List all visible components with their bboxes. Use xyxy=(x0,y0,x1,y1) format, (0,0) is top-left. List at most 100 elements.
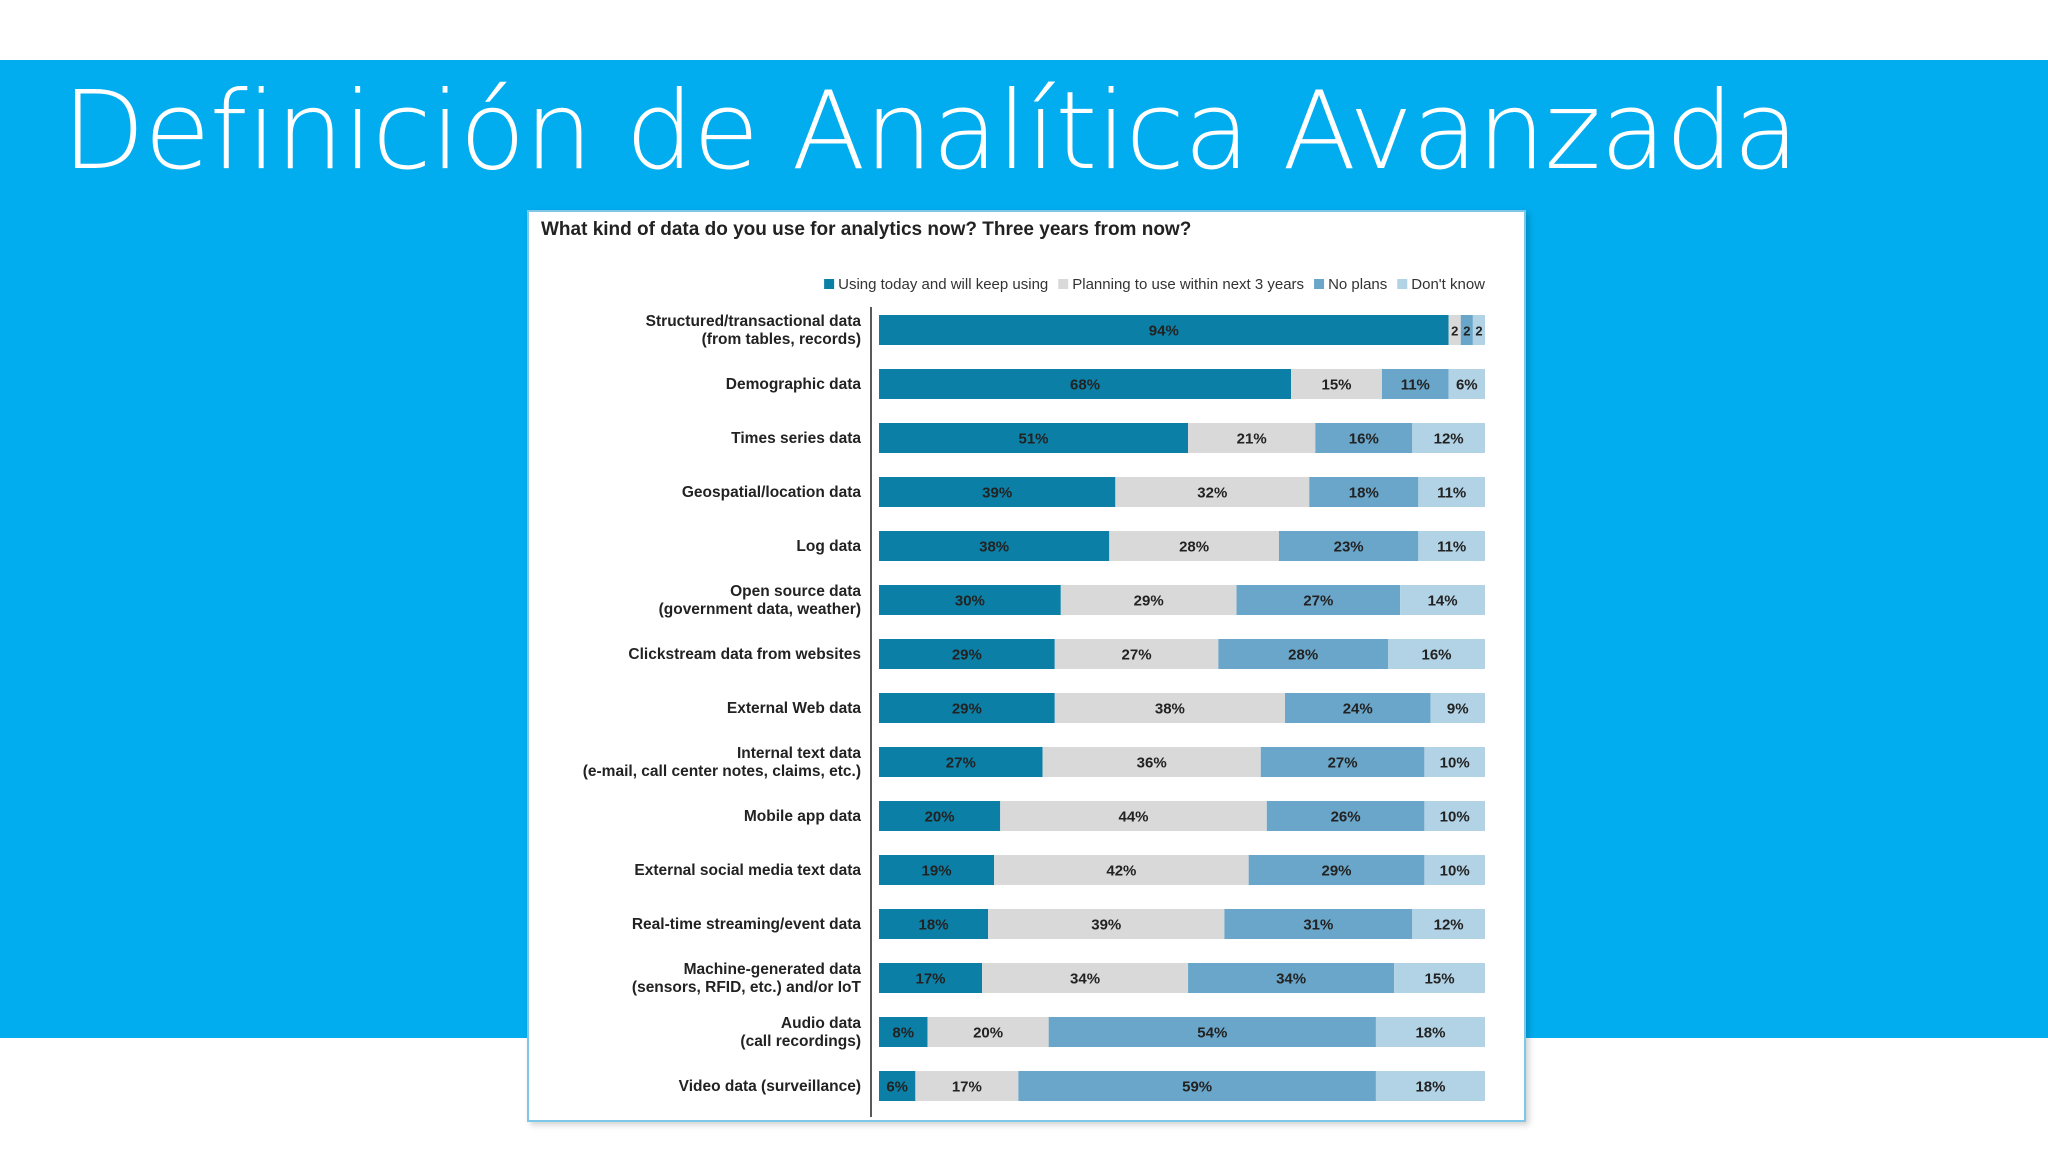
data-label: 54% xyxy=(1197,1025,1227,1042)
data-label: 44% xyxy=(1119,809,1149,826)
bar-segment-no-plans xyxy=(1266,801,1425,831)
data-label: 68% xyxy=(1070,377,1100,394)
data-label: 38% xyxy=(1155,701,1185,718)
data-label: 11% xyxy=(1437,539,1466,556)
bar-segment-using-today-and-will-keep-using xyxy=(879,747,1043,777)
bar-segment-don-t-know xyxy=(1418,531,1485,561)
data-label: 9% xyxy=(1447,701,1469,718)
stacked-bar-chart: What kind of data do you use for analyti… xyxy=(541,219,1485,1117)
bar-segment-no-plans xyxy=(1224,909,1413,939)
category-label: Video data (surveillance) xyxy=(679,1078,861,1095)
bar-segment-don-t-know xyxy=(1448,369,1485,399)
chart-figure: What kind of data do you use for analyti… xyxy=(527,210,1526,1122)
data-label: 2 xyxy=(1451,324,1458,339)
bar-segment-no-plans xyxy=(1248,855,1425,885)
bar-segment-planning-to-use-within-next-3-years xyxy=(994,855,1249,885)
category-label: External Web data xyxy=(727,700,861,717)
data-label: 6% xyxy=(1456,377,1478,394)
bar-segment-using-today-and-will-keep-using xyxy=(879,315,1449,345)
data-label: 14% xyxy=(1428,593,1458,610)
data-label: 42% xyxy=(1106,863,1136,880)
bar-segment-planning-to-use-within-next-3-years xyxy=(915,1071,1019,1101)
bar-segment-no-plans xyxy=(1315,423,1413,453)
data-label: 10% xyxy=(1440,863,1470,880)
data-label: 32% xyxy=(1197,485,1227,502)
bar-segment-using-today-and-will-keep-using xyxy=(879,693,1055,723)
bar-segment-using-today-and-will-keep-using xyxy=(879,909,989,939)
category-label: Geospatial/location data xyxy=(682,484,862,501)
bar-segment-planning-to-use-within-next-3-years xyxy=(1042,747,1261,777)
bar-segment-planning-to-use-within-next-3-years xyxy=(1060,585,1237,615)
bar-segment-no-plans xyxy=(1218,639,1389,669)
data-label: 24% xyxy=(1343,701,1373,718)
data-label: 20% xyxy=(925,809,955,826)
data-label: 23% xyxy=(1334,539,1364,556)
category-label: Structured/transactional data (from table… xyxy=(646,313,862,348)
data-label: 17% xyxy=(952,1079,982,1096)
data-label: 26% xyxy=(1331,809,1361,826)
bar-segment-don-t-know xyxy=(1394,963,1485,993)
bar-segment-planning-to-use-within-next-3-years xyxy=(1188,423,1316,453)
bar-segment-no-plans xyxy=(1048,1017,1376,1047)
data-label: 28% xyxy=(1179,539,1209,556)
chart-legend: Don't know No plans Planning to use within… xyxy=(824,276,1485,293)
bar-segment-no-plans xyxy=(1018,1071,1376,1101)
bar-segment-don-t-know xyxy=(1418,477,1485,507)
bar-segment-planning-to-use-within-next-3-years xyxy=(1054,639,1219,669)
data-label: 15% xyxy=(1425,971,1455,988)
bar-segment-using-today-and-will-keep-using xyxy=(879,423,1189,453)
data-label: 11% xyxy=(1401,377,1430,394)
category-label: Times series data xyxy=(731,430,861,447)
data-label: 2 xyxy=(1463,324,1470,339)
data-label: 27% xyxy=(1303,593,1333,610)
data-label: 18% xyxy=(1415,1025,1445,1042)
data-label: 18% xyxy=(1349,485,1379,502)
bar-segment-using-today-and-will-keep-using xyxy=(879,639,1055,669)
data-label: 94% xyxy=(1149,323,1179,340)
data-label: 16% xyxy=(1349,431,1379,448)
bar-segment-no-plans xyxy=(1309,477,1419,507)
chart-bars: 94% 2 2 268% 15% 11% 6%51% 21% 16% 12%39% 32% 18% 11… xyxy=(879,315,1485,1101)
bar-segment-no-plans xyxy=(1260,747,1425,777)
data-label: 29% xyxy=(1322,863,1352,880)
data-label: 18% xyxy=(919,917,949,934)
data-label: 17% xyxy=(915,971,945,988)
legend-label-no-plans: No plans xyxy=(1328,276,1387,293)
bar-segment-using-today-and-will-keep-using xyxy=(879,477,1116,507)
data-label: 21% xyxy=(1237,431,1267,448)
bar-segment-no-plans xyxy=(1381,369,1449,399)
legend-swatch-no-plans xyxy=(1314,279,1325,289)
data-label: 59% xyxy=(1182,1079,1212,1096)
bar-segment-planning-to-use-within-next-3-years xyxy=(1109,531,1279,561)
data-label: 20% xyxy=(973,1025,1003,1042)
bar-segment-using-today-and-will-keep-using xyxy=(879,1071,916,1101)
category-label: Real-time streaming/event data xyxy=(632,916,862,933)
bar-segment-planning-to-use-within-next-3-years xyxy=(982,963,1189,993)
bar-segment-planning-to-use-within-next-3-years xyxy=(1448,315,1461,345)
data-label: 11% xyxy=(1437,485,1466,502)
legend-swatch-using-today-and-will-keep-using xyxy=(824,279,835,289)
bar-segment-no-plans xyxy=(1285,693,1431,723)
bar-segment-planning-to-use-within-next-3-years xyxy=(927,1017,1049,1047)
category-label: Clickstream data from websites xyxy=(628,646,861,663)
data-label: 29% xyxy=(1134,593,1164,610)
bar-segment-don-t-know xyxy=(1400,585,1485,615)
bar-segment-planning-to-use-within-next-3-years xyxy=(988,909,1225,939)
data-label: 27% xyxy=(1122,647,1152,664)
bar-segment-planning-to-use-within-next-3-years xyxy=(1115,477,1310,507)
bar-segment-don-t-know xyxy=(1388,639,1485,669)
category-label: Internal text data (e-mail, call center n… xyxy=(583,745,862,780)
bar-segment-don-t-know xyxy=(1424,855,1485,885)
legend-swatch-don-t-know xyxy=(1397,279,1408,289)
bar-segment-don-t-know xyxy=(1412,909,1485,939)
data-label: 10% xyxy=(1440,755,1470,772)
bar-segment-using-today-and-will-keep-using xyxy=(879,1017,928,1047)
legend-label-don-t-know: Don't know xyxy=(1411,276,1485,293)
bar-segment-planning-to-use-within-next-3-years xyxy=(1054,693,1286,723)
legend-label-planning-to-use-within-next-3-years: Planning to use within next 3 years xyxy=(1072,276,1304,293)
bar-segment-no-plans xyxy=(1188,963,1395,993)
bar-segment-no-plans xyxy=(1460,315,1473,345)
data-label: 29% xyxy=(952,701,982,718)
category-label: External social media text data xyxy=(634,862,861,879)
data-label: 34% xyxy=(1070,971,1100,988)
